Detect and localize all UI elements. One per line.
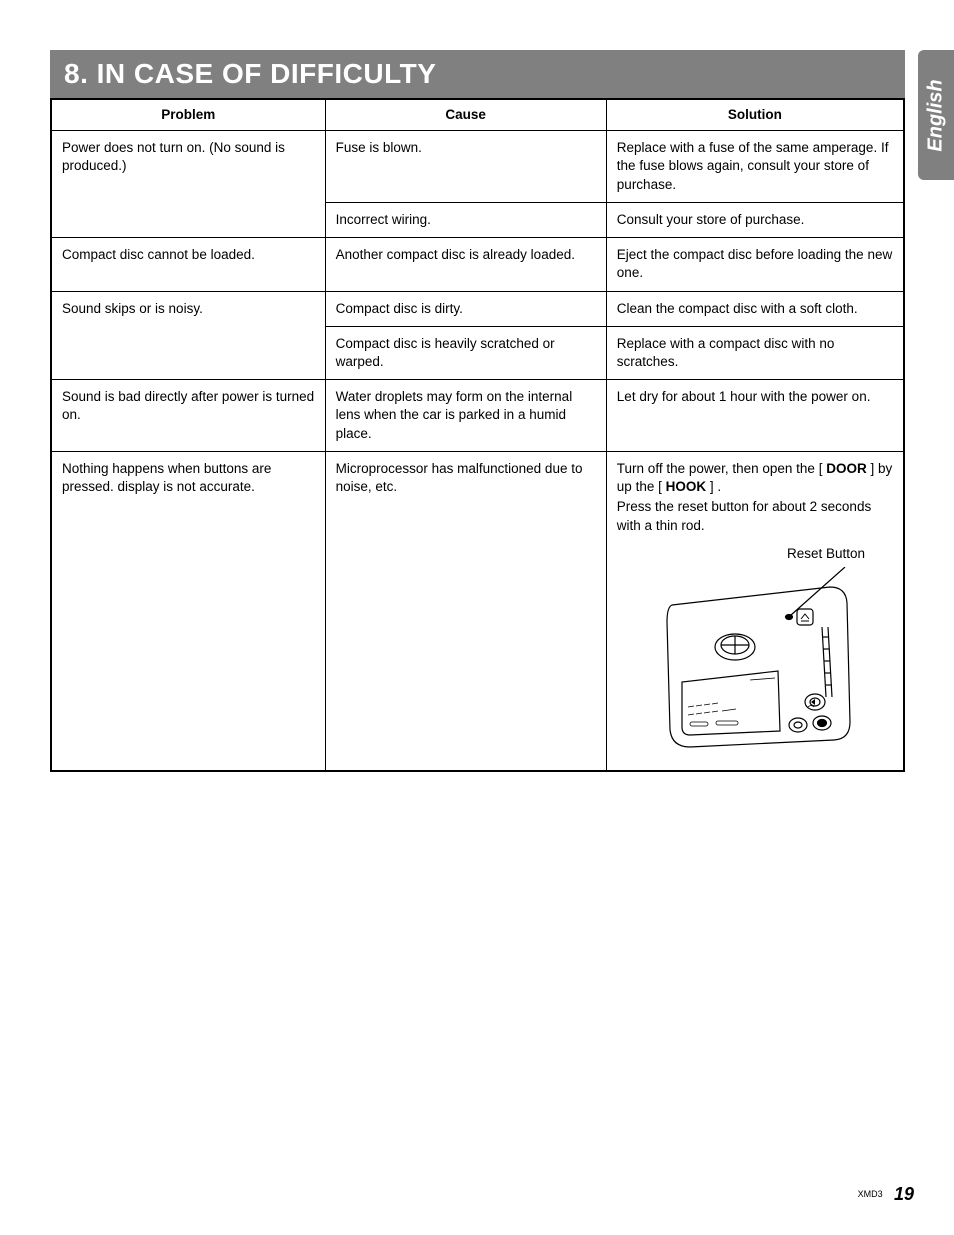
troubleshooting-table: Problem Cause Solution Power does not tu… xyxy=(50,98,905,772)
cell-solution: Consult your store of purchase. xyxy=(606,202,904,237)
col-header-solution: Solution xyxy=(606,99,904,131)
cell-solution: Replace with a fuse of the same amperage… xyxy=(606,131,904,203)
section-title: 8. IN CASE OF DIFFICULTY xyxy=(50,50,905,98)
cell-solution: Clean the compact disc with a soft cloth… xyxy=(606,291,904,326)
reset-button-label: Reset Button xyxy=(787,546,865,561)
col-header-problem: Problem xyxy=(51,99,325,131)
cell-cause: Fuse is blown. xyxy=(325,131,606,203)
cell-solution: Replace with a compact disc with no scra… xyxy=(606,326,904,379)
cell-cause: Compact disc is heavily scratched or war… xyxy=(325,326,606,379)
page-number: 19 xyxy=(894,1184,914,1204)
page-footer: XMD3 19 xyxy=(858,1184,914,1205)
solution-text: ] . xyxy=(706,479,721,494)
cell-problem: Sound skips or is noisy. xyxy=(51,291,325,380)
language-label: English xyxy=(925,79,948,151)
cell-cause: Incorrect wiring. xyxy=(325,202,606,237)
cell-problem: Power does not turn on. (No sound is pro… xyxy=(51,131,325,238)
cell-cause: Microprocessor has malfunctioned due to … xyxy=(325,451,606,771)
language-tab: English xyxy=(918,50,954,180)
cell-problem: Sound is bad directly after power is tur… xyxy=(51,380,325,452)
cell-cause: Compact disc is dirty. xyxy=(325,291,606,326)
table-row: Sound skips or is noisy. Compact disc is… xyxy=(51,291,904,326)
cell-cause: Another compact disc is already loaded. xyxy=(325,238,606,291)
table-row: Power does not turn on. (No sound is pro… xyxy=(51,131,904,203)
device-diagram-icon xyxy=(650,567,860,752)
cell-solution: Turn off the power, then open the [ DOOR… xyxy=(606,451,904,771)
table-row: Sound is bad directly after power is tur… xyxy=(51,380,904,452)
cell-problem: Compact disc cannot be loaded. xyxy=(51,238,325,291)
cell-cause: Water droplets may form on the internal … xyxy=(325,380,606,452)
cell-solution: Eject the compact disc before loading th… xyxy=(606,238,904,291)
cell-problem: Nothing happens when buttons are pressed… xyxy=(51,451,325,771)
model-code: XMD3 xyxy=(858,1189,883,1199)
table-row: Compact disc cannot be loaded. Another c… xyxy=(51,238,904,291)
col-header-cause: Cause xyxy=(325,99,606,131)
table-row: Nothing happens when buttons are pressed… xyxy=(51,451,904,771)
cell-solution: Let dry for about 1 hour with the power … xyxy=(606,380,904,452)
hook-keyword: HOOK xyxy=(666,479,707,494)
solution-text: Turn off the power, then open the [ xyxy=(617,461,826,476)
solution-text: Press the reset button for about 2 secon… xyxy=(617,498,893,534)
table-header-row: Problem Cause Solution xyxy=(51,99,904,131)
door-keyword: DOOR xyxy=(826,461,867,476)
